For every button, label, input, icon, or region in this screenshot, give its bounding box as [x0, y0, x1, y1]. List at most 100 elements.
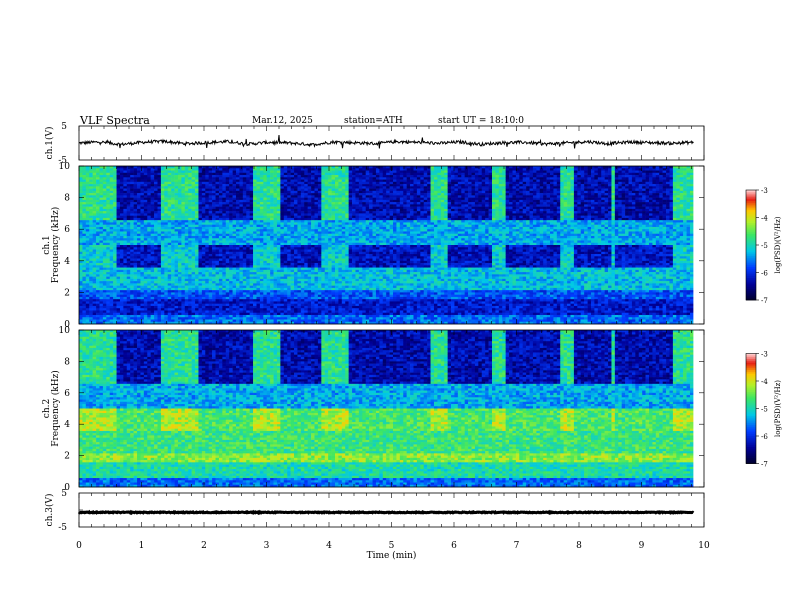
spectrogram-cell: [181, 182, 185, 185]
spectrogram-cell: [280, 180, 284, 183]
spectrogram-cell: [212, 277, 216, 280]
spectrogram-cell: [250, 313, 254, 316]
spectrogram-image: [79, 166, 694, 324]
spectrogram-cell: [178, 173, 182, 176]
spectrogram-cell: [284, 304, 288, 307]
spectrogram-cell: [263, 292, 267, 295]
spectrogram-cell: [171, 227, 175, 230]
spectrogram-cell: [178, 265, 182, 268]
spectrogram-cell: [168, 175, 172, 178]
spectrogram-cell: [175, 231, 179, 234]
spectrogram-cell: [154, 231, 158, 234]
spectrogram-cell: [99, 202, 103, 205]
spectrogram-cell: [222, 308, 226, 311]
spectrogram-cell: [246, 184, 250, 187]
spectrogram-cell: [192, 173, 196, 176]
spectrogram-cell: [256, 295, 260, 298]
spectrogram-cell: [205, 279, 209, 282]
spectrogram-cell: [253, 310, 257, 313]
spectrogram-cell: [246, 317, 250, 320]
spectrogram-cell: [315, 209, 319, 212]
spectrogram-cell: [86, 290, 90, 293]
spectrogram-cell: [127, 270, 131, 273]
spectrogram-cell: [147, 250, 151, 253]
spectrogram-cell: [260, 218, 264, 221]
spectrogram-cell: [137, 263, 141, 266]
spectrogram-cell: [178, 213, 182, 216]
spectrogram-cell: [192, 245, 196, 248]
spectrogram-cell: [253, 281, 257, 284]
spectrogram-cell: [86, 274, 90, 277]
spectrogram-cell: [188, 211, 192, 214]
spectrogram-cell: [171, 195, 175, 198]
spectrogram-cell: [185, 306, 189, 309]
spectrogram-cell: [253, 270, 257, 273]
spectrogram-cell: [106, 308, 110, 311]
spectrogram-cell: [192, 198, 196, 201]
spectrogram-cell: [236, 184, 240, 187]
spectrogram-cell: [274, 299, 278, 302]
spectrogram-cell: [106, 250, 110, 253]
spectrogram-cell: [216, 245, 220, 248]
spectrogram-cell: [226, 186, 230, 189]
spectrogram-cell: [96, 265, 100, 268]
spectrogram-cell: [246, 279, 250, 282]
spectrogram-cell: [284, 182, 288, 185]
spectrogram-cell: [96, 247, 100, 250]
spectrogram-cell: [134, 245, 138, 248]
spectrogram-cell: [185, 290, 189, 293]
spectrogram-cell: [270, 231, 274, 234]
spectrogram-cell: [297, 175, 301, 178]
spectrogram-cell: [301, 227, 305, 230]
spectrogram-cell: [154, 207, 158, 210]
spectrogram-cell: [158, 310, 162, 313]
spectrogram-cell: [137, 200, 141, 203]
spectrogram-cell: [284, 268, 288, 271]
spectrogram-cell: [89, 297, 93, 300]
spectrogram-cell: [137, 193, 141, 196]
spectrogram-cell: [202, 180, 206, 183]
spectrogram-cell: [171, 243, 175, 246]
spectrogram-cell: [79, 272, 83, 275]
spectrogram-cell: [297, 295, 301, 298]
spectrogram-cell: [106, 283, 110, 286]
spectrogram-cell: [89, 225, 93, 228]
spectrogram-cell: [137, 313, 141, 316]
spectrogram-cell: [212, 189, 216, 192]
spectrogram-cell: [222, 265, 226, 268]
spectrogram-cell: [188, 283, 192, 286]
spectrogram-cell: [216, 209, 220, 212]
spectrogram-cell: [140, 216, 144, 219]
spectrogram-cell: [280, 189, 284, 192]
spectrogram-cell: [205, 286, 209, 289]
spectrogram-cell: [120, 204, 124, 207]
spectrogram-cell: [185, 218, 189, 221]
spectrogram-cell: [123, 231, 127, 234]
spectrogram-cell: [236, 247, 240, 250]
spectrogram-cell: [297, 184, 301, 187]
spectrogram-cell: [79, 175, 83, 178]
spectrogram-cell: [216, 182, 220, 185]
spectrogram-cell: [205, 225, 209, 228]
spectrogram-cell: [277, 295, 281, 298]
spectrogram-cell: [216, 207, 220, 210]
spectrogram-cell: [253, 277, 257, 280]
spectrogram-cell: [93, 222, 97, 225]
spectrogram-cell: [308, 227, 312, 230]
spectrogram-cell: [236, 198, 240, 201]
spectrogram-cell: [287, 252, 291, 255]
spectrogram-cell: [233, 200, 237, 203]
spectrogram-cell: [192, 211, 196, 214]
spectrogram-cell: [226, 195, 230, 198]
spectrogram-cell: [202, 265, 206, 268]
spectrogram-cell: [263, 173, 267, 176]
spectrogram-cell: [171, 234, 175, 237]
spectrogram-cell: [304, 310, 308, 313]
spectrogram-cell: [301, 301, 305, 304]
spectrogram-cell: [222, 204, 226, 207]
spectrogram-cell: [117, 240, 121, 243]
spectrogram-cell: [185, 319, 189, 322]
spectrogram-cell: [239, 171, 243, 174]
spectrogram-cell: [89, 168, 93, 171]
spectrogram-cell: [130, 254, 134, 257]
